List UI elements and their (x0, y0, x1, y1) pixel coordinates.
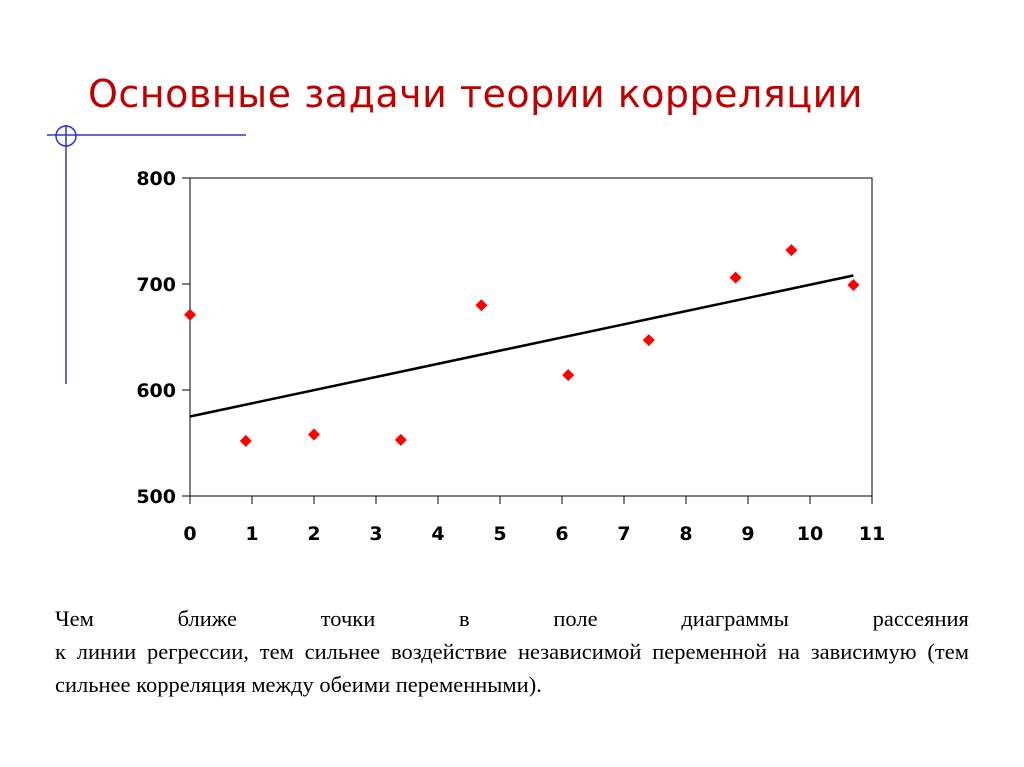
data-point-diamond (562, 369, 575, 382)
x-tick-label: 7 (617, 523, 630, 545)
body-word: ближе (177, 606, 238, 631)
body-word: диаграммы (681, 606, 789, 631)
data-point-diamond (642, 334, 655, 347)
data-point-diamond (184, 308, 196, 321)
x-tick-label: 5 (493, 523, 506, 545)
x-tick-label: 10 (797, 523, 823, 545)
y-tick-label: 600 (136, 380, 176, 402)
data-point-diamond (785, 244, 798, 257)
x-tick-label: 8 (679, 523, 692, 545)
data-point-diamond (847, 279, 860, 292)
regression-line (189, 274, 854, 418)
plot-area (189, 177, 873, 497)
y-tick-label: 700 (136, 274, 176, 296)
data-point-diamond (239, 434, 252, 447)
body-text-line-1: Чем ближе точки в поле диаграммы рассеяния (55, 602, 969, 635)
x-tick-label: 3 (369, 523, 382, 545)
body-word: в (459, 606, 470, 631)
body-word: рассеяния (872, 606, 969, 631)
x-tick-label: 11 (859, 523, 885, 545)
decorative-crosshair (47, 125, 246, 384)
body-text-rest: к линии регрессии, тем сильнее воздейств… (55, 639, 969, 697)
scatter-chart: 500 600 700 800 0 1 2 3 4 5 6 7 8 9 10 11 (136, 168, 885, 545)
x-tick-label: 6 (555, 523, 568, 545)
body-word: Чем (55, 606, 94, 631)
x-tick-label: 1 (245, 523, 258, 545)
body-text: Чем ближе точки в поле диаграммы рассеяния к л… (55, 602, 969, 701)
y-tick-label: 800 (136, 168, 176, 190)
x-tick-label: 4 (431, 523, 444, 545)
x-tick-label: 0 (183, 523, 196, 545)
body-word: точки (320, 606, 376, 631)
x-tick-label: 9 (741, 523, 754, 545)
slide-title: Основные задачи теории корреляции (88, 72, 863, 116)
data-point-diamond (729, 271, 742, 284)
data-point-diamond (308, 428, 320, 441)
body-word: поле (553, 606, 598, 631)
y-tick-label: 500 (136, 486, 176, 508)
data-point-diamond (394, 433, 407, 446)
data-point-diamond (475, 299, 488, 312)
x-tick-label: 2 (307, 523, 320, 545)
